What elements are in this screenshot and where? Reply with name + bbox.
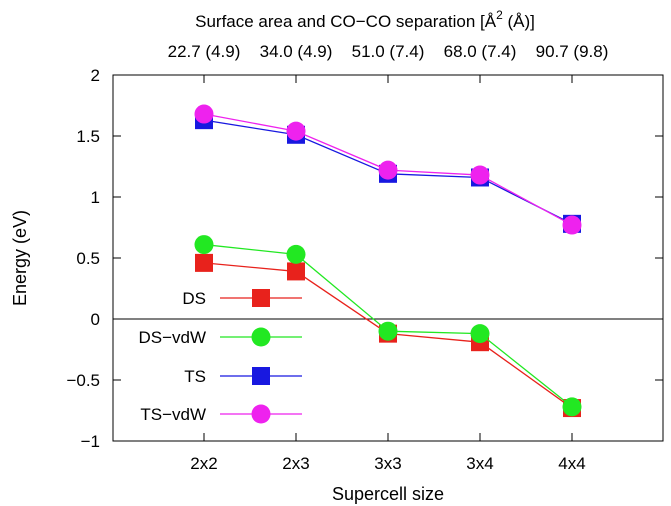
legend-label: DS−vdW: [138, 328, 206, 347]
y-axis-title: Energy (eV): [10, 210, 30, 306]
y-tick-label: 0.5: [76, 249, 100, 268]
data-point: [194, 104, 214, 124]
y-tick-label: 1.5: [76, 127, 100, 146]
data-point: [378, 160, 398, 180]
data-point: [287, 262, 305, 281]
series: [194, 104, 582, 235]
legend-label: DS: [182, 289, 206, 308]
x-tick-label: 2x2: [190, 454, 217, 473]
legend: DS DS−vdW TS TS−vdW: [138, 289, 302, 424]
top-axis-tick-label: 22.7 (4.9): [168, 42, 241, 61]
x-tick-label: 3x3: [374, 454, 401, 473]
legend-marker: [252, 367, 270, 385]
series-layer: [194, 104, 582, 418]
top-axis-tick-label: 34.0 (4.9): [260, 42, 333, 61]
y-tick-label: −0.5: [66, 371, 100, 390]
x-axis-title: Supercell size: [332, 484, 444, 504]
data-point: [195, 253, 213, 272]
data-point: [562, 397, 582, 417]
top-axis-tick-label: 90.7 (9.8): [536, 42, 609, 61]
data-point: [286, 244, 306, 264]
x-tick-label: 4x4: [558, 454, 585, 473]
x-tick-label: 2x3: [282, 454, 309, 473]
top-axis-tick-label: 68.0 (7.4): [444, 42, 517, 61]
legend-marker: [251, 327, 271, 347]
y-tick-label: −1: [81, 432, 100, 451]
legend-label: TS−vdW: [140, 405, 206, 424]
data-point: [470, 165, 490, 185]
x-tick-label: 3x4: [466, 454, 493, 473]
data-point: [378, 321, 398, 341]
data-point: [194, 235, 214, 255]
y-tick-label: 1: [91, 188, 100, 207]
top-axis-title: Surface area and CO−CO separation [Å2 (Å…: [195, 8, 535, 31]
data-point: [286, 121, 306, 141]
top-axis-tick-label: 51.0 (7.4): [352, 42, 425, 61]
legend-label: TS: [184, 367, 206, 386]
y-tick-label: 0: [91, 310, 100, 329]
data-point: [470, 324, 490, 344]
tick-labels: −1 −0.5 0 0.5 1 1.5 2 2x2 22.7 (4.9) 2x3 34.0 (4.9…: [66, 42, 608, 473]
legend-marker: [252, 289, 270, 307]
y-tick-label: 2: [91, 66, 100, 85]
series: [194, 235, 582, 417]
legend-marker: [251, 404, 271, 424]
data-point: [562, 215, 582, 235]
